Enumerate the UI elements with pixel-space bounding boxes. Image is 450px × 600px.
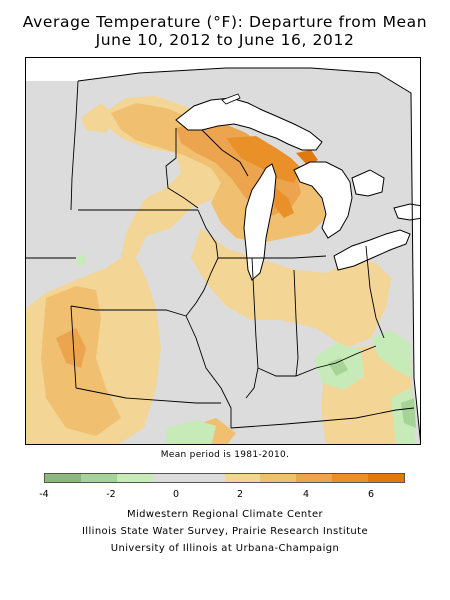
anomaly-zone-minus2 bbox=[328, 358, 348, 376]
anomaly-zone-plus4 bbox=[226, 136, 301, 183]
legend-swatch bbox=[332, 474, 369, 482]
anomaly-zone-plus3 bbox=[56, 328, 86, 368]
anomaly-zone-plus4 bbox=[274, 188, 294, 218]
anomaly-zone-minus2 bbox=[401, 398, 416, 428]
anomaly-zone-minus1 bbox=[371, 330, 411, 378]
credit-line: Illinois State Water Survey, Prairie Res… bbox=[81, 526, 369, 537]
great-lakes bbox=[175, 97, 420, 281]
lake-erie bbox=[333, 229, 411, 271]
lake-ontario bbox=[393, 203, 420, 221]
lake-michigan bbox=[243, 163, 277, 281]
legend-swatch bbox=[152, 474, 189, 482]
legend-tick-label: -2 bbox=[106, 489, 116, 500]
credit-line: Midwestern Regional Climate Center bbox=[126, 509, 324, 520]
temperature-departure-map bbox=[25, 57, 421, 445]
state-boundaries bbox=[26, 80, 415, 429]
legend-tick-label: 2 bbox=[236, 489, 244, 500]
anomaly-zone-minus1 bbox=[76, 254, 86, 266]
legend-swatch bbox=[188, 474, 225, 482]
map-title: Average Temperature (°F): Departure from… bbox=[22, 13, 428, 31]
legend-tick-label: 4 bbox=[302, 489, 310, 500]
lake-huron bbox=[293, 161, 353, 239]
legend-swatch bbox=[368, 474, 405, 482]
legend-swatch bbox=[260, 474, 297, 482]
legend-swatch bbox=[224, 474, 261, 482]
isle-royale bbox=[221, 93, 241, 105]
legend-tick-label: 6 bbox=[367, 489, 375, 500]
map-date-range: June 10, 2012 to June 16, 2012 bbox=[95, 31, 355, 49]
georgian-bay bbox=[351, 169, 385, 197]
legend-swatch bbox=[45, 474, 81, 482]
color-legend bbox=[44, 473, 405, 483]
legend-tick-label: 0 bbox=[172, 489, 180, 500]
outside-region-north bbox=[26, 58, 420, 93]
legend-swatch bbox=[296, 474, 333, 482]
anomaly-zone-plus1 bbox=[81, 103, 116, 133]
legend-swatch bbox=[80, 474, 117, 482]
region-outline bbox=[77, 67, 420, 442]
legend-tick-label: -4 bbox=[39, 489, 49, 500]
mean-period-note: Mean period is 1981-2010. bbox=[160, 450, 290, 460]
legend-swatch bbox=[116, 474, 153, 482]
credit-line: University of Illinois at Urbana-Champai… bbox=[110, 543, 340, 554]
anomaly-zone-minus1 bbox=[166, 420, 216, 444]
